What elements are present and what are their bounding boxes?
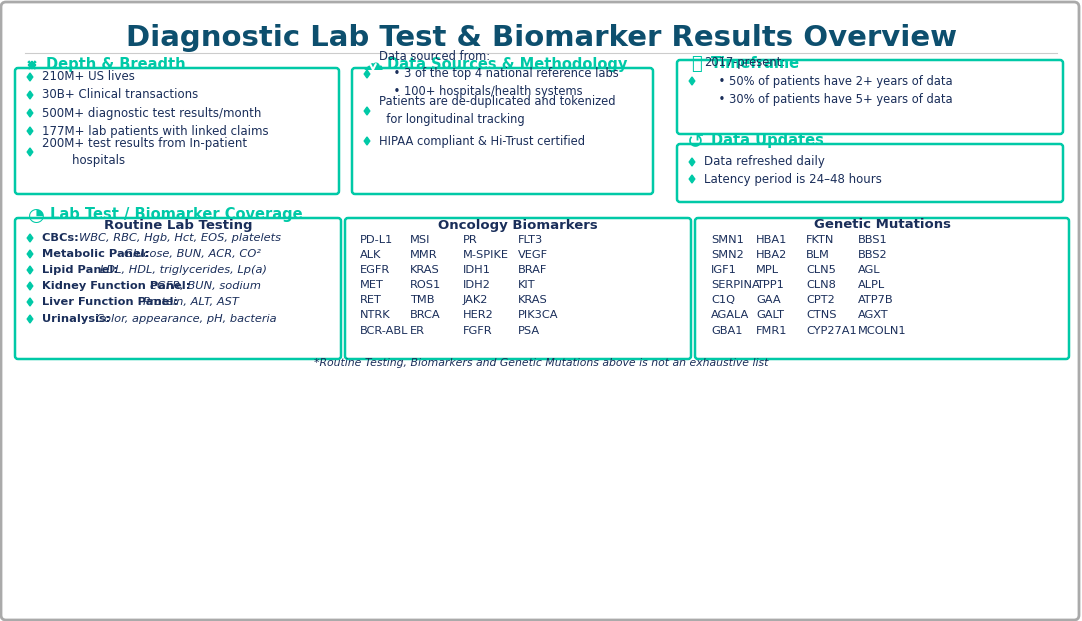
Text: ↺: ↺ [687, 131, 704, 151]
Text: Color, appearance, pH, bacteria: Color, appearance, pH, bacteria [96, 314, 277, 324]
Text: TMB: TMB [410, 295, 435, 305]
Text: Glucose, BUN, ACR, CO²: Glucose, BUN, ACR, CO² [124, 249, 261, 259]
Text: SERPINA: SERPINA [711, 280, 760, 290]
FancyBboxPatch shape [15, 68, 339, 194]
Text: LDL, HDL, triglycerides, Lp(a): LDL, HDL, triglycerides, Lp(a) [100, 265, 267, 275]
Text: GBA1: GBA1 [711, 326, 742, 336]
Text: MMR: MMR [410, 250, 437, 260]
Text: KIT: KIT [518, 280, 536, 290]
Text: 30B+ Clinical transactions: 30B+ Clinical transactions [42, 89, 198, 101]
Text: PR: PR [463, 235, 478, 245]
Text: EGFR: EGFR [360, 265, 391, 275]
Text: SMN2: SMN2 [711, 250, 743, 260]
Text: BCR-ABL: BCR-ABL [360, 326, 408, 336]
Text: Lab Test / Biomarker Coverage: Lab Test / Biomarker Coverage [50, 207, 303, 222]
Text: MPL: MPL [756, 265, 779, 275]
Text: NTRK: NTRK [360, 310, 391, 320]
Text: AGALA: AGALA [711, 310, 749, 320]
Text: Patients are de-duplicated and tokenized
  for longitudinal tracking: Patients are de-duplicated and tokenized… [379, 96, 616, 127]
Polygon shape [27, 282, 32, 290]
FancyBboxPatch shape [15, 218, 341, 359]
Text: JAK2: JAK2 [463, 295, 488, 305]
Polygon shape [27, 298, 32, 306]
Text: FKTN: FKTN [806, 235, 834, 245]
Text: Protein, ALT, AST: Protein, ALT, AST [143, 297, 239, 307]
Text: BBS2: BBS2 [858, 250, 887, 260]
Text: MET: MET [360, 280, 384, 290]
Text: Kidney Function Panel:: Kidney Function Panel: [42, 281, 195, 291]
Polygon shape [27, 234, 32, 242]
Text: KRAS: KRAS [410, 265, 439, 275]
Polygon shape [27, 148, 32, 156]
Text: GALT: GALT [756, 310, 784, 320]
Text: Liver Function Panel:: Liver Function Panel: [42, 297, 182, 307]
Polygon shape [27, 91, 32, 99]
Text: HIPAA compliant & Hi-Trust certified: HIPAA compliant & Hi-Trust certified [379, 135, 585, 148]
Text: MSI: MSI [410, 235, 431, 245]
Text: 500M+ diagnostic test results/month: 500M+ diagnostic test results/month [42, 106, 262, 119]
Text: IGF1: IGF1 [711, 265, 737, 275]
Polygon shape [365, 107, 370, 115]
Text: CLN8: CLN8 [806, 280, 836, 290]
Text: Data Updates: Data Updates [711, 134, 823, 148]
Text: *Routine Testing, Biomarkers and Genetic Mutations above is not an exhaustive li: *Routine Testing, Biomarkers and Genetic… [314, 358, 768, 368]
Text: WBC, RBC, Hgb, Hct, EOS, platelets: WBC, RBC, Hgb, Hct, EOS, platelets [79, 233, 281, 243]
Text: FLT3: FLT3 [518, 235, 543, 245]
Text: AGXT: AGXT [858, 310, 888, 320]
Text: HER2: HER2 [463, 310, 493, 320]
Text: TPP1: TPP1 [756, 280, 783, 290]
FancyBboxPatch shape [352, 68, 654, 194]
Text: ER: ER [410, 326, 425, 336]
Text: Data Sources & Methodology: Data Sources & Methodology [387, 57, 628, 71]
Text: BLM: BLM [806, 250, 830, 260]
Text: HBA2: HBA2 [756, 250, 788, 260]
Polygon shape [27, 315, 32, 323]
Text: FMR1: FMR1 [756, 326, 788, 336]
Text: 210M+ US lives: 210M+ US lives [42, 71, 135, 83]
Text: BRAF: BRAF [518, 265, 547, 275]
Polygon shape [27, 127, 32, 135]
Text: M-SPIKE: M-SPIKE [463, 250, 509, 260]
FancyBboxPatch shape [345, 218, 691, 359]
Text: MCOLN1: MCOLN1 [858, 326, 907, 336]
Text: Timeframe: Timeframe [711, 57, 800, 71]
Text: Latency period is 24–48 hours: Latency period is 24–48 hours [704, 173, 882, 186]
Text: Depth & Breadth: Depth & Breadth [47, 58, 186, 73]
FancyBboxPatch shape [677, 60, 1063, 134]
Text: Metabolic Panel:: Metabolic Panel: [42, 249, 154, 259]
Text: BRCA: BRCA [410, 310, 440, 320]
Text: KRAS: KRAS [518, 295, 547, 305]
Text: PIK3CA: PIK3CA [518, 310, 558, 320]
Polygon shape [365, 137, 370, 145]
Text: AGL: AGL [858, 265, 881, 275]
Text: VEGF: VEGF [518, 250, 549, 260]
Polygon shape [689, 77, 695, 85]
Text: eGFR, BUN, sodium: eGFR, BUN, sodium [150, 281, 261, 291]
Text: IDH1: IDH1 [463, 265, 491, 275]
Text: PSA: PSA [518, 326, 540, 336]
Text: 200M+ test results from In-patient
        hospitals: 200M+ test results from In-patient hospi… [42, 137, 247, 167]
Text: 2017-present:
    • 50% of patients have 2+ years of data
    • 30% of patients : 2017-present: • 50% of patients have 2+ … [704, 56, 952, 106]
FancyBboxPatch shape [677, 144, 1063, 202]
Polygon shape [365, 70, 370, 78]
Text: ☁: ☁ [362, 54, 383, 74]
Text: Oncology Biomarkers: Oncology Biomarkers [438, 219, 598, 232]
Text: PD-L1: PD-L1 [360, 235, 393, 245]
Text: CYP27A1: CYP27A1 [806, 326, 857, 336]
FancyBboxPatch shape [695, 218, 1069, 359]
Text: C1Q: C1Q [711, 295, 735, 305]
Text: Urinalysis:: Urinalysis: [42, 314, 115, 324]
Text: ALPL: ALPL [858, 280, 885, 290]
Text: Diagnostic Lab Test & Biomarker Results Overview: Diagnostic Lab Test & Biomarker Results … [126, 24, 956, 52]
Text: ALK: ALK [360, 250, 381, 260]
Text: ◔: ◔ [27, 206, 44, 225]
Text: BBS1: BBS1 [858, 235, 887, 245]
Text: CPT2: CPT2 [806, 295, 834, 305]
Text: Data refreshed daily: Data refreshed daily [704, 155, 824, 168]
Text: Data sourced from:
    • 3 of the top 4 national reference labs
    • 100+ hospi: Data sourced from: • 3 of the top 4 nati… [379, 50, 619, 99]
Text: CLN5: CLN5 [806, 265, 836, 275]
Text: RET: RET [360, 295, 382, 305]
Polygon shape [27, 266, 32, 274]
Text: Lipid Panel:: Lipid Panel: [42, 265, 122, 275]
